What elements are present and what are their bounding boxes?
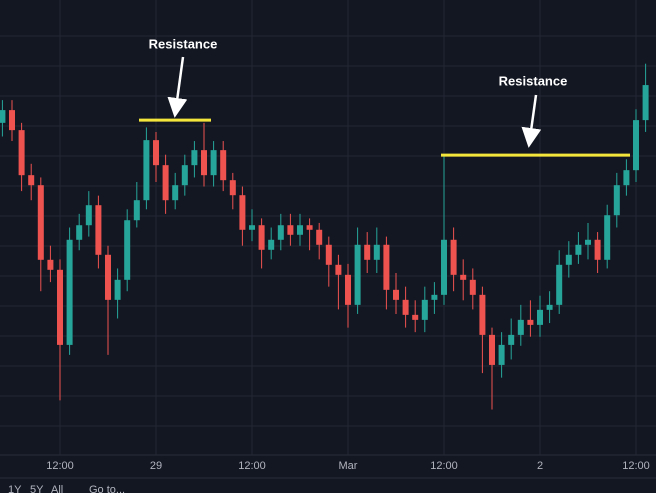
- candle-body: [162, 165, 169, 201]
- candle-body: [249, 225, 255, 230]
- candle-body: [383, 244, 390, 290]
- candle-body: [633, 120, 639, 171]
- candle-body: [277, 225, 284, 240]
- candle-body: [604, 215, 611, 260]
- candle-body: [325, 244, 332, 265]
- candle-body: [229, 180, 236, 196]
- candle-body: [105, 254, 111, 300]
- candle-body: [18, 130, 25, 176]
- candle-body: [0, 110, 6, 123]
- candle-body: [143, 140, 150, 201]
- candle-body: [585, 239, 591, 245]
- candle-body: [402, 299, 409, 315]
- arrow: [521, 94, 542, 148]
- candle-body: [460, 274, 467, 280]
- candle-body: [613, 185, 620, 216]
- candle-body: [335, 264, 342, 275]
- candle-body: [258, 225, 265, 250]
- candle-body: [9, 110, 15, 131]
- candle-body: [316, 229, 323, 245]
- candle-body: [133, 200, 140, 221]
- x-tick-label: Mar: [339, 460, 358, 472]
- candle-body: [153, 140, 159, 166]
- candle-body: [421, 299, 428, 320]
- candle-body: [181, 165, 188, 186]
- candle-body: [287, 225, 294, 235]
- candle-body: [124, 220, 131, 280]
- candle-body: [393, 289, 399, 300]
- candle-body: [565, 254, 572, 265]
- candle-body: [37, 185, 44, 260]
- candle-body: [517, 319, 524, 335]
- toolbar-button[interactable]: All: [51, 484, 63, 493]
- candle-body: [47, 259, 54, 270]
- annotation: Resistance: [499, 73, 568, 88]
- candle-body: [431, 294, 438, 300]
- candle-body: [172, 185, 179, 201]
- candle-body: [450, 239, 457, 275]
- candle-body: [556, 264, 563, 305]
- candle-body: [85, 205, 92, 226]
- annotation: Resistance: [149, 36, 218, 51]
- candle-body: [95, 205, 102, 255]
- candle-body: [537, 309, 543, 325]
- candle-body: [345, 274, 351, 305]
- candle-body: [297, 225, 303, 235]
- candle-body: [201, 150, 207, 176]
- toolbar-button[interactable]: 1Y: [8, 484, 22, 493]
- candle-body: [373, 244, 380, 260]
- x-tick-label: 2: [537, 460, 543, 472]
- candle-body: [508, 334, 515, 345]
- candle-body: [546, 304, 553, 310]
- candle-body: [441, 239, 447, 295]
- candle-body: [114, 279, 121, 300]
- candle-body: [594, 239, 601, 260]
- x-tick-label: 12:00: [46, 460, 74, 472]
- candle-body: [527, 319, 534, 325]
- candle-body: [239, 195, 246, 230]
- candle-body: [28, 175, 35, 186]
- candle-body: [210, 150, 217, 176]
- x-tick-label: 12:00: [238, 460, 266, 472]
- candle-body: [469, 279, 476, 295]
- candle-body: [76, 225, 83, 240]
- candle-body: [575, 244, 582, 255]
- candle-body: [354, 244, 361, 305]
- candle-body: [623, 170, 630, 186]
- plot: [0, 0, 649, 455]
- candle-body: [498, 344, 505, 365]
- x-tick-label: 12:00: [622, 460, 650, 472]
- candle-body: [306, 225, 313, 230]
- arrow: [167, 56, 188, 118]
- candle-body: [66, 239, 73, 345]
- candle-body: [412, 314, 419, 320]
- candle-body: [364, 244, 371, 260]
- toolbar-button[interactable]: Go to...: [89, 484, 125, 493]
- candle-body: [489, 334, 495, 365]
- candle-body: [268, 239, 275, 250]
- candle-body: [642, 85, 649, 121]
- x-tick-label: 12:00: [430, 460, 458, 472]
- x-tick-label: 29: [150, 460, 162, 472]
- candle-body: [479, 294, 486, 335]
- candle-body: [57, 269, 63, 345]
- candle-body: [220, 150, 227, 181]
- toolbar-button[interactable]: 5Y: [30, 484, 44, 493]
- candle-body: [191, 150, 198, 166]
